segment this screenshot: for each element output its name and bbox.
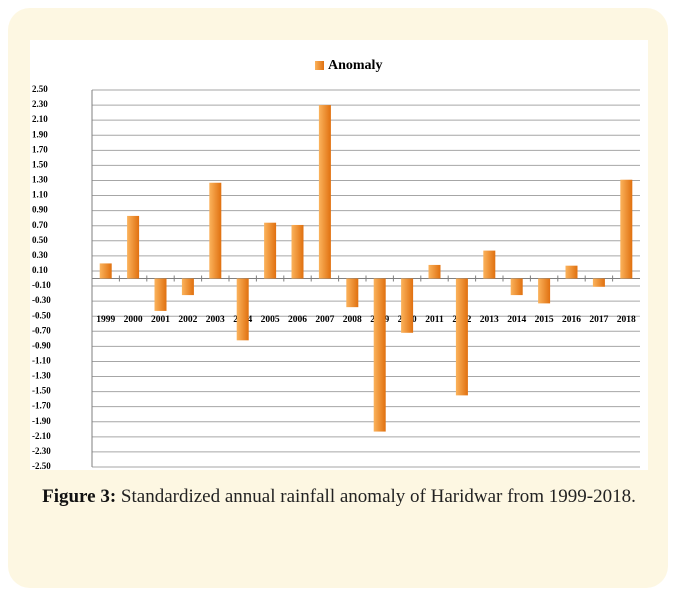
x-tick-label: 2018 <box>617 315 636 325</box>
y-tick-label: -1.30 <box>32 371 51 381</box>
x-tick-label: 2003 <box>206 315 225 325</box>
x-tick-label: 2014 <box>507 315 526 325</box>
y-tick-label: 0.90 <box>32 205 48 215</box>
x-tick-label: 2000 <box>124 315 143 325</box>
y-tick-label: 2.50 <box>32 84 48 94</box>
y-tick-label: -0.30 <box>32 295 51 305</box>
bar <box>483 250 496 279</box>
x-tick-label: 2005 <box>261 315 280 325</box>
y-tick-label: 1.10 <box>32 190 48 200</box>
x-tick-label: 2001 <box>151 315 170 325</box>
y-tick-label: 1.70 <box>32 144 48 154</box>
y-tick-label: -2.30 <box>32 446 51 456</box>
y-tick-label: -0.50 <box>32 310 51 320</box>
y-tick-label: -2.10 <box>32 431 51 441</box>
x-tick-label: 2011 <box>425 315 444 325</box>
bar <box>428 264 441 279</box>
bar <box>154 278 167 311</box>
x-tick-label: 2015 <box>535 315 554 325</box>
bar <box>346 278 359 308</box>
y-tick-label: -0.90 <box>32 340 51 350</box>
bar <box>127 215 140 279</box>
caption-label: Figure 3: <box>42 486 117 507</box>
bar <box>565 265 578 279</box>
y-tick-label: 1.50 <box>32 159 48 169</box>
bar <box>209 182 222 279</box>
x-tick-label: 2007 <box>315 315 334 325</box>
y-tick-label: 1.30 <box>32 175 48 185</box>
y-tick-label: -1.90 <box>32 416 51 426</box>
y-tick-label: 2.30 <box>32 99 48 109</box>
x-tick-label: 2017 <box>589 315 608 325</box>
bar <box>373 278 386 432</box>
bar <box>99 263 112 279</box>
bar <box>620 179 633 279</box>
caption-text: Standardized annual rainfall anomaly of … <box>120 486 636 507</box>
x-tick-label: 2006 <box>288 315 307 325</box>
x-tick-label: 2002 <box>178 315 197 325</box>
x-tick-label: 2013 <box>480 315 499 325</box>
y-tick-label: -1.10 <box>32 356 51 366</box>
y-tick-label: 0.30 <box>32 250 48 260</box>
y-tick-label: 1.90 <box>32 129 48 139</box>
chart: Anomaly -2.50 -2.30 -2.10 -1.90 -1.70 -1.50 -1.… <box>30 40 648 470</box>
caption: Figure 3: Standardized annual rainfall a… <box>30 482 648 512</box>
bar <box>318 105 331 279</box>
y-tick-label: -0.10 <box>32 280 51 290</box>
x-tick-label: 2008 <box>343 315 362 325</box>
y-tick-label: 0.50 <box>32 235 48 245</box>
y-tick-label: 0.10 <box>32 265 48 275</box>
y-tick-label: -1.70 <box>32 401 51 411</box>
bar <box>291 224 304 279</box>
y-tick-label: 0.70 <box>32 220 48 230</box>
legend-label: Anomaly <box>328 58 382 73</box>
legend-swatch <box>315 61 324 70</box>
bar <box>181 278 194 296</box>
y-tick-label: -0.70 <box>32 325 51 335</box>
x-tick-label: 1999 <box>96 315 115 325</box>
bar <box>538 278 551 304</box>
bar <box>401 278 414 333</box>
x-tick-label: 2016 <box>562 315 581 325</box>
bar <box>592 278 605 287</box>
bar <box>455 278 468 396</box>
bar <box>510 278 523 296</box>
y-tick-label: -1.50 <box>32 386 51 396</box>
y-tick-label: -2.50 <box>32 461 51 470</box>
bar <box>264 222 277 279</box>
plot-background <box>30 40 648 470</box>
bar <box>236 278 249 341</box>
y-tick-label: 2.10 <box>32 114 48 124</box>
